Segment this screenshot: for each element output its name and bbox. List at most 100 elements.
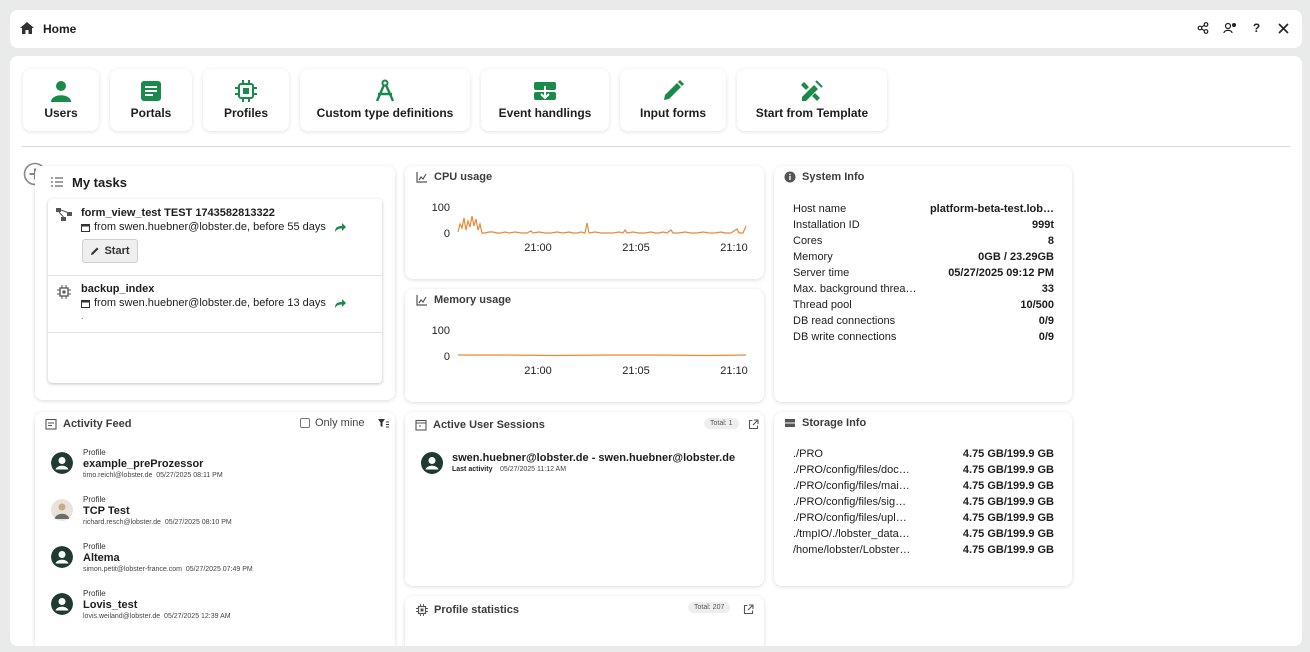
cpu-usage-card: CPU usage 100 0 21:00 21:05 21:10: [405, 166, 764, 279]
tile-start-template[interactable]: Start from Template: [737, 69, 887, 131]
feed-name: TCP Test: [83, 505, 130, 517]
storage-row: ./PRO/config/files/doc… 4.75 GB/199.9 GB: [793, 464, 1054, 476]
only-mine-label: Only mine: [315, 417, 365, 429]
cpu-series-line: [457, 215, 747, 234]
storage-title-row: Storage Info: [784, 417, 866, 429]
card-title: My tasks: [72, 175, 127, 190]
feed-kind: Profile: [83, 542, 106, 551]
tile-profiles[interactable]: Profiles: [203, 69, 289, 131]
row-value: 4.75 GB/199.9 GB: [962, 544, 1054, 556]
share-icon[interactable]: [1194, 19, 1211, 37]
portal-icon: [141, 81, 161, 101]
feed-kind: Profile: [83, 589, 106, 598]
close-icon[interactable]: [1275, 19, 1292, 37]
forward-icon[interactable]: [334, 298, 347, 309]
row-label: Server time: [793, 267, 850, 279]
x-tick-label: 21:00: [524, 365, 552, 377]
feed-time: 05/27/2025 07:49 PM: [185, 566, 253, 573]
profile-stats-title-row: Profile statistics: [416, 604, 519, 616]
row-value: 4.75 GB/199.9 GB: [962, 496, 1054, 508]
row-value: 33: [1041, 283, 1054, 295]
only-mine-checkbox[interactable]: [300, 418, 310, 428]
tile-label: Input forms: [640, 106, 706, 120]
user-settings-icon[interactable]: [1221, 19, 1238, 37]
feed-name: Altema: [83, 552, 120, 564]
row-value: 8: [1047, 235, 1054, 247]
row-label: Thread pool: [793, 299, 852, 311]
storage-row: ./PRO/config/files/upl… 4.75 GB/199.9 GB: [793, 512, 1054, 524]
tile-event-handlings[interactable]: Event handlings: [481, 69, 609, 131]
open-external-icon[interactable]: [748, 419, 759, 430]
tile-portals[interactable]: Portals: [110, 69, 192, 131]
task-from: from swen.huebner@lobster.de, before 13 …: [94, 297, 326, 309]
y-tick-label: 100: [432, 202, 450, 214]
row-label: DB write connections: [793, 331, 897, 343]
storage-row: ./PRO 4.75 GB/199.9 GB: [793, 448, 1054, 460]
row-label: ./PRO/config/files/doc…: [793, 464, 910, 476]
card-title: Memory usage: [434, 294, 512, 306]
storage-info-card: Storage Info ./PRO 4.75 GB/199.9 GB ./PRO…: [774, 412, 1072, 586]
chip-icon: [57, 285, 71, 299]
filter-icon[interactable]: [377, 417, 389, 429]
home-icon[interactable]: [19, 21, 35, 35]
system-row-host: Host name platform-beta-test.lob…: [793, 203, 1054, 215]
avatar: [51, 452, 73, 474]
event-icon: [534, 82, 556, 100]
row-value: 4.75 GB/199.9 GB: [962, 528, 1054, 540]
feed-meta: timo.reichl@lobster.de 05/27/2025 08:11 …: [83, 472, 223, 479]
row-label: Installation ID: [793, 219, 860, 231]
activity-feed-card: Activity Feed Only mine Profile example_…: [35, 412, 395, 646]
row-label: DB read connections: [793, 315, 896, 327]
tile-custom-types[interactable]: Custom type definitions: [300, 69, 470, 131]
task-item[interactable]: backup_index from swen.huebner@lobster.d…: [48, 276, 382, 333]
avatar: [421, 452, 443, 474]
start-button[interactable]: Start: [82, 239, 138, 263]
session-name: swen.huebner@lobster.de - swen.huebner@l…: [452, 452, 736, 464]
total-badge: Total: 1: [704, 418, 739, 429]
x-tick-label: 21:05: [622, 365, 650, 377]
tile-label: Portals: [130, 106, 172, 120]
row-value: 999t: [1031, 219, 1054, 231]
task-item[interactable]: form_view_test TEST 1743582813322 from s…: [48, 199, 382, 276]
y-tick-label: 0: [444, 351, 450, 363]
task-meta: from swen.huebner@lobster.de, before 13 …: [81, 297, 347, 309]
row-label: ./PRO/config/files/mai…: [793, 480, 910, 492]
avatar: [51, 546, 73, 568]
row-value: 05/27/2025 09:12 PM: [948, 267, 1054, 279]
storage-row: /home/lobster/Lobster… 4.75 GB/199.9 GB: [793, 544, 1054, 556]
feed-meta: lovis.weiland@lobster.de 05/27/2025 12:3…: [83, 613, 231, 620]
system-row-db-write: DB write connections 0/9: [793, 331, 1054, 343]
task-name: backup_index: [81, 283, 155, 295]
sessions-icon: [415, 419, 427, 431]
open-external-icon[interactable]: [743, 604, 754, 615]
chart-icon: [416, 295, 427, 306]
feed-meta: simon.petit@lobster-france.com 05/27/202…: [83, 566, 253, 573]
feed-name: Lovis_test: [83, 599, 138, 611]
system-row-bg-threads: Max. background threa… 33: [793, 283, 1054, 295]
memory-title-row: Memory usage: [416, 294, 511, 306]
user-icon: [51, 81, 71, 102]
tile-label: Event handlings: [498, 106, 592, 120]
memory-chart: 100 0 21:00 21:05 21:10: [432, 325, 748, 377]
row-label: ./PRO/config/files/sig…: [793, 496, 907, 508]
row-value: 10/500: [1020, 299, 1054, 311]
session-last-activity-label: Last activity: [452, 466, 493, 473]
task-name: form_view_test TEST 1743582813322: [81, 207, 275, 219]
feed-time: 05/27/2025 12:39 AM: [164, 613, 231, 620]
tile-label: Users: [44, 106, 78, 120]
x-tick-label: 21:00: [524, 242, 552, 254]
system-title-row: System Info: [784, 171, 864, 183]
tile-users[interactable]: Users: [23, 69, 99, 131]
row-value: 0/9: [1038, 315, 1054, 327]
card-title: Storage Info: [802, 417, 867, 429]
tile-label: Profiles: [223, 106, 268, 120]
avatar: [51, 499, 73, 521]
tile-input-forms[interactable]: Input forms: [620, 69, 726, 131]
system-row-db-read: DB read connections 0/9: [793, 315, 1054, 327]
cpu-title-row: CPU usage: [416, 171, 492, 183]
row-label: Max. background threa…: [793, 283, 917, 295]
forward-icon[interactable]: [334, 222, 347, 233]
row-label: Memory: [793, 251, 833, 263]
row-value: 0/9: [1038, 331, 1054, 343]
help-icon[interactable]: ?: [1252, 21, 1261, 35]
